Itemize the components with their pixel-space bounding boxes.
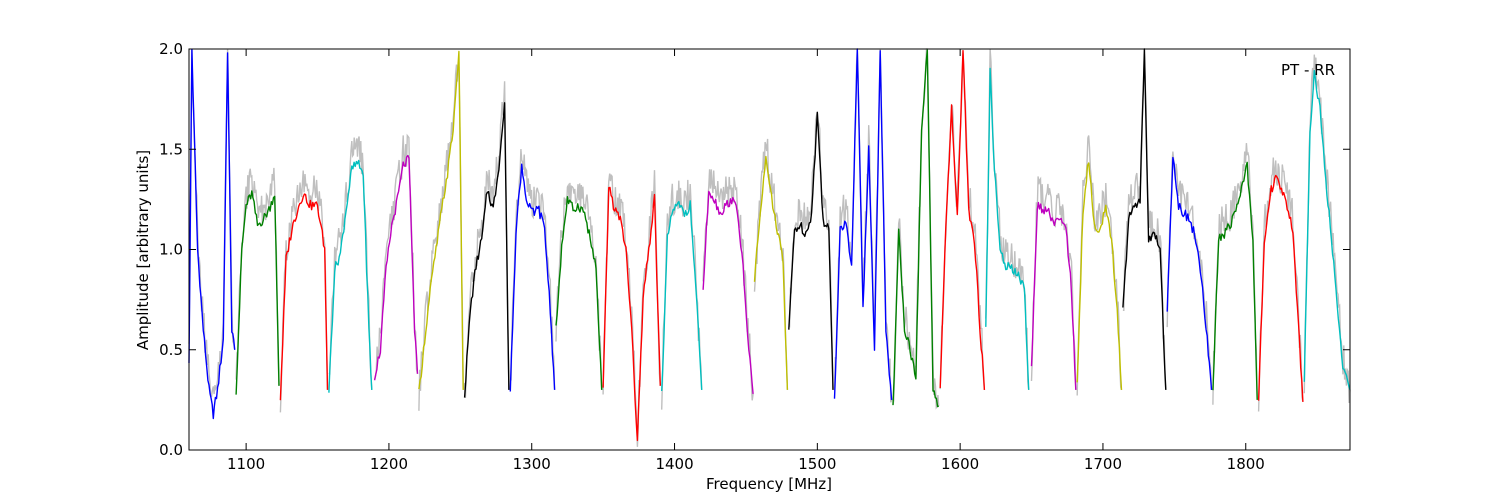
subband-line-12 <box>702 190 754 394</box>
subband-line-25 <box>1303 69 1351 391</box>
y-tick-label-0: 0.0 <box>159 441 183 459</box>
x-axis-label: Frequency [MHz] <box>706 475 832 493</box>
subband-line-4 <box>328 159 373 393</box>
subband-line-24 <box>1257 174 1304 402</box>
x-tick-label-1100: 1100 <box>227 455 265 473</box>
y-axis-label: Amplitude [arbitrary units] <box>134 150 152 350</box>
subband-line-19 <box>1030 201 1077 390</box>
annotation-label: PT - RR <box>1281 61 1335 79</box>
x-tick-label-1300: 1300 <box>513 455 551 473</box>
x-tick-label-1200: 1200 <box>370 455 408 473</box>
subband-line-20 <box>1076 162 1123 390</box>
subband-line-8 <box>509 163 556 392</box>
x-axis-ticks: 1100 1200 1300 1400 1500 1600 1700 1800 <box>227 49 1265 473</box>
x-tick-label-1600: 1600 <box>941 455 979 473</box>
subband-line-3 <box>279 193 329 401</box>
subband-line-5 <box>373 154 419 381</box>
y-axis-ticks: 0.0 0.5 1.0 1.5 2.0 <box>159 40 1350 459</box>
subband-line-16 <box>892 49 940 408</box>
x-tick-label-1400: 1400 <box>655 455 693 473</box>
subband-line-18 <box>985 67 1030 390</box>
subband-series <box>188 48 1351 442</box>
subband-line-6 <box>418 50 464 390</box>
y-tick-label-2: 2.0 <box>159 40 183 58</box>
subband-line-17 <box>939 50 986 390</box>
background-trace-23 <box>1212 143 1258 405</box>
background-trace-25 <box>1303 54 1351 404</box>
subband-line-2 <box>235 190 280 395</box>
y-tick-label-1: 1.0 <box>159 241 183 259</box>
y-tick-label-0.5: 0.5 <box>159 341 183 359</box>
subband-line-1 <box>188 48 236 420</box>
subband-line-15 <box>833 48 893 400</box>
subband-line-11 <box>661 200 703 392</box>
x-tick-label-1700: 1700 <box>1084 455 1122 473</box>
background-trace-14 <box>788 112 834 390</box>
background-trace-6 <box>418 64 464 411</box>
x-tick-label-1500: 1500 <box>798 455 836 473</box>
subband-line-9 <box>555 195 603 390</box>
subband-line-22 <box>1166 156 1213 390</box>
x-tick-label-1800: 1800 <box>1227 455 1265 473</box>
background-trace-12 <box>702 169 754 401</box>
subband-line-10 <box>602 186 661 442</box>
subband-line-13 <box>753 155 789 390</box>
subband-line-23 <box>1212 161 1258 400</box>
y-tick-label-1.5: 1.5 <box>159 140 183 158</box>
background-trace-7 <box>463 81 510 399</box>
background-trace-3 <box>279 170 329 413</box>
subband-line-14 <box>788 111 834 390</box>
subband-line-7 <box>463 102 510 398</box>
plot-area <box>189 49 1350 450</box>
background-trace-10 <box>602 170 661 447</box>
